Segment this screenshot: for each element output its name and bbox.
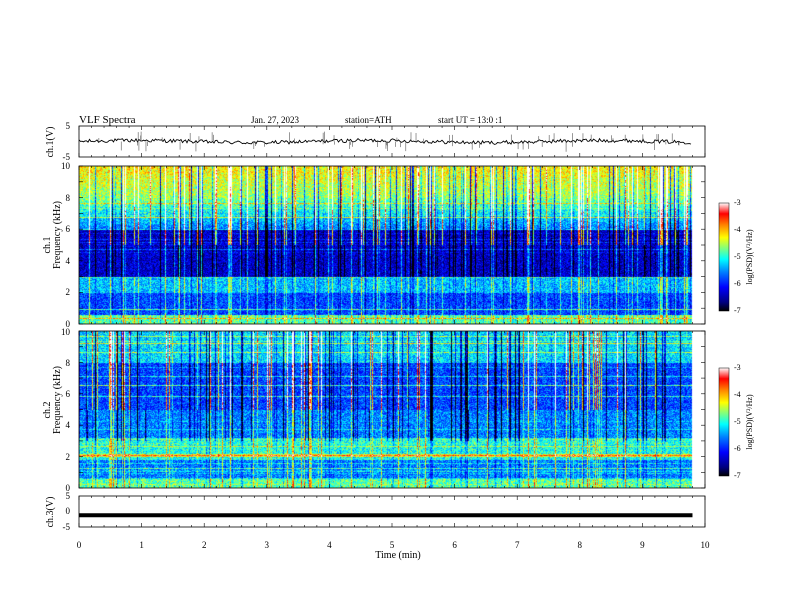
ch3-ytick-top: 5 xyxy=(66,491,71,501)
ch2-spectrogram-ticks xyxy=(78,330,706,489)
observation-date: Jan. 27, 2023 xyxy=(251,115,299,125)
ch2-channel-label: ch.2 xyxy=(42,402,53,419)
ch2-cbar-tick-m6: -6 xyxy=(734,444,741,453)
x-tick-label: 6 xyxy=(452,540,457,550)
ch2-ytick-0: 0 xyxy=(66,483,71,493)
ch1-cbar-tick-m7: -7 xyxy=(734,306,741,315)
ch2-ytick-6: 6 xyxy=(66,389,71,399)
ch1-ytick-top: 5 xyxy=(66,121,71,131)
ch1-ytick-6: 6 xyxy=(66,224,71,234)
ch1-ytick-2: 2 xyxy=(66,287,71,297)
ch2-ytick-4: 4 xyxy=(66,420,71,430)
ch1-tick-marks xyxy=(78,126,706,157)
ch1-cbar-tick-m3: -3 xyxy=(734,198,741,207)
ch1-spectrogram-panel: 0 2 4 6 8 10 ch.1 Frequency (kHz) xyxy=(42,161,706,329)
start-time: start UT = 13:0 :1 xyxy=(438,115,502,125)
ch2-frequency-tick-labels: 0 2 4 6 8 10 xyxy=(61,327,71,493)
ch1-waveform-panel: 5 -5 ch.1(V) xyxy=(45,121,706,162)
ch1-waveform-line xyxy=(78,137,692,145)
ch2-frequency-axis-label: Frequency (kHz) xyxy=(52,366,63,434)
x-tick-label: 2 xyxy=(202,540,207,550)
time-axis-tick-labels: 0 1 2 3 4 5 6 7 8 9 10 xyxy=(77,540,710,550)
ch2-cbar-tick-m5: -5 xyxy=(734,417,741,426)
ch1-ytick-10: 10 xyxy=(61,161,71,171)
x-tick-label: 4 xyxy=(327,540,332,550)
station-id: station=ATH xyxy=(345,115,392,125)
ch1-colorbar: -3 -4 -5 -6 -7 log(PSD)(V²/Hz) xyxy=(718,198,754,315)
figure-title: VLF Spectra xyxy=(79,114,136,126)
ch2-cbar-tick-m4: -4 xyxy=(734,390,741,399)
x-tick-label: 1 xyxy=(139,540,144,550)
ch1-ylabel: ch.1(V) xyxy=(45,127,56,158)
x-tick-label: 9 xyxy=(640,540,645,550)
x-tick-label: 8 xyxy=(578,540,583,550)
ch2-ytick-8: 8 xyxy=(66,358,71,368)
ch2-ytick-2: 2 xyxy=(66,452,71,462)
ch1-ytick-0: 0 xyxy=(66,319,71,329)
ch1-frequency-tick-labels: 0 2 4 6 8 10 xyxy=(61,161,71,329)
ch1-spectrogram-image xyxy=(79,166,705,324)
ch3-ytick-mid: 0 xyxy=(66,506,71,516)
ch2-colorbar-label: log(PSD)(V²/Hz) xyxy=(745,394,754,450)
ch2-cbar-tick-m7: -7 xyxy=(734,471,741,480)
ch1-waveform-spikes xyxy=(98,131,680,152)
ch1-channel-label: ch.1 xyxy=(42,237,53,254)
ch2-spectrogram-panel: 0 2 4 6 8 10 ch.2 Frequency (kHz) xyxy=(42,327,706,493)
ch1-spectrogram-ticks xyxy=(78,165,706,325)
time-axis-label: Time (min) xyxy=(375,550,420,561)
x-tick-label: 10 xyxy=(701,540,711,550)
ch1-colorbar-label: log(PSD)(V²/Hz) xyxy=(745,229,754,285)
ch3-waveform-panel: 5 0 -5 ch.3(V) 0 1 2 3 4 5 6 7 8 9 10 Time (min) xyxy=(45,491,710,561)
x-tick-label: 7 xyxy=(515,540,520,550)
ch3-plot-frame xyxy=(78,495,706,528)
x-tick-label: 5 xyxy=(390,540,395,550)
x-tick-label: 3 xyxy=(265,540,270,550)
ch1-cbar-tick-m5: -5 xyxy=(734,252,741,261)
ch1-ytick-bottom: -5 xyxy=(63,152,71,162)
ch1-cbar-tick-m4: -4 xyxy=(734,225,741,234)
ch2-ytick-10: 10 xyxy=(61,327,71,337)
ch1-ytick-4: 4 xyxy=(66,256,71,266)
ch3-tick-marks xyxy=(78,496,706,527)
ch2-colorbar-gradient xyxy=(718,367,730,477)
x-tick-label: 0 xyxy=(77,540,82,550)
ch1-colorbar-gradient xyxy=(718,202,730,312)
ch3-ylabel: ch.3(V) xyxy=(45,497,56,528)
ch1-cbar-tick-m6: -6 xyxy=(734,279,741,288)
ch1-frequency-axis-label: Frequency (kHz) xyxy=(52,201,63,269)
ch2-colorbar: -3 -4 -5 -6 -7 log(PSD)(V²/Hz) xyxy=(718,363,754,480)
ch2-cbar-tick-m3: -3 xyxy=(734,363,741,372)
ch1-ytick-8: 8 xyxy=(66,193,71,203)
ch2-spectrogram-image xyxy=(79,331,705,488)
ch3-ytick-bottom: -5 xyxy=(63,522,71,532)
